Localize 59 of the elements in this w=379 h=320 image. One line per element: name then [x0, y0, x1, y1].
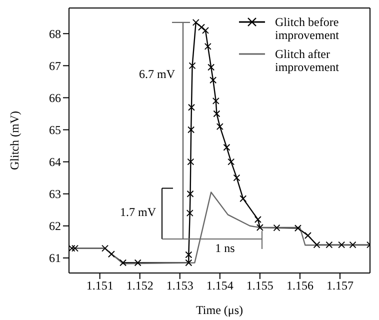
point — [313, 241, 320, 248]
point — [304, 232, 312, 240]
x-tick-label: 1.156 — [286, 278, 314, 293]
point — [192, 18, 200, 26]
x-tick-label: 1.151 — [86, 278, 114, 293]
x-tick-label: 1.157 — [326, 278, 354, 293]
point — [256, 224, 264, 231]
legend-label: Glitch after improvement — [275, 47, 340, 74]
y-tick-label: 67 — [49, 58, 61, 73]
annotation: 1.7 mV — [120, 204, 156, 219]
y-tick-label: 62 — [49, 219, 61, 234]
y-tick-label: 68 — [49, 26, 61, 41]
x-axis-title: Time (μs) — [196, 303, 243, 317]
point — [108, 250, 115, 258]
x-tick-label: 1.155 — [246, 278, 274, 293]
point — [210, 76, 217, 84]
point — [72, 244, 79, 252]
x-tick-label: 1.154 — [206, 278, 234, 293]
point — [326, 241, 333, 248]
point — [240, 195, 247, 202]
point — [273, 224, 280, 232]
point — [212, 97, 220, 104]
point — [102, 244, 109, 252]
point — [198, 24, 205, 31]
y-tick-label: 61 — [49, 251, 61, 266]
x-tick-label: 1.153 — [166, 278, 194, 293]
point — [188, 62, 196, 70]
point — [186, 210, 194, 217]
y-tick-label: 63 — [49, 187, 61, 202]
point — [185, 251, 192, 258]
legend-label: Glitch before improvement — [275, 15, 340, 42]
annotation: 6.7 mV — [139, 66, 176, 81]
point — [338, 241, 346, 248]
point — [213, 110, 220, 118]
x-tick-label: 1.152 — [126, 278, 154, 293]
point — [69, 244, 76, 252]
line-series — [71, 192, 370, 264]
annotation: 1 ns — [215, 240, 236, 255]
point — [216, 123, 224, 130]
y-tick-label: 65 — [49, 123, 61, 138]
y-axis-title: Glitch (mV) — [7, 111, 22, 170]
point — [223, 144, 230, 151]
point — [188, 126, 195, 134]
point — [228, 158, 235, 166]
point — [188, 104, 195, 111]
point — [233, 174, 240, 182]
point — [349, 241, 356, 248]
point — [120, 259, 127, 266]
point — [186, 190, 194, 198]
y-tick-label: 64 — [49, 155, 61, 170]
point — [208, 64, 215, 71]
y-tick-label: 66 — [49, 90, 61, 105]
point — [254, 216, 262, 223]
point — [294, 224, 302, 232]
point — [202, 26, 209, 34]
point — [187, 158, 194, 166]
point — [204, 42, 212, 50]
point — [185, 259, 192, 266]
point — [134, 259, 142, 266]
